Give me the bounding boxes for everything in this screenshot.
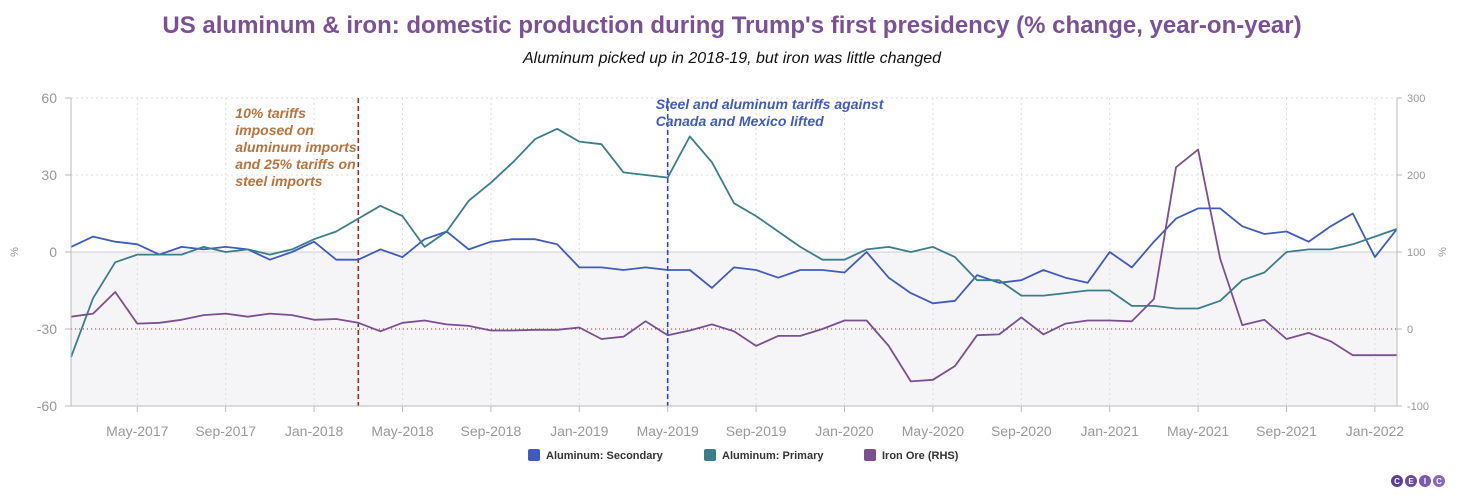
series-lines bbox=[70, 127, 1398, 383]
x-axis: May-2017 Sep-2017 Jan-2018 May-2018 Sep-2018… bbox=[106, 406, 1404, 439]
x-tick-label: Sep-2017 bbox=[195, 423, 256, 439]
y-axis-right-label: % bbox=[1437, 247, 1449, 257]
y-axis-right: -100 0 100 200 300 bbox=[1396, 93, 1429, 413]
y-axis-left: -60 -30 0 30 60 bbox=[37, 90, 72, 414]
series-line-1 bbox=[70, 207, 1398, 305]
y-tick-label-left: -60 bbox=[37, 398, 57, 414]
x-tick-label: Sep-2018 bbox=[461, 423, 522, 439]
annotation-text-1: imposed on bbox=[235, 122, 314, 138]
series-line-2 bbox=[70, 127, 1398, 358]
annotation-text-1: aluminum imports bbox=[235, 139, 357, 155]
x-tick-label: May-2019 bbox=[637, 423, 699, 439]
annotation-text-1: 10% tariffs bbox=[235, 105, 306, 121]
x-tick-label: Jan-2021 bbox=[1081, 423, 1140, 439]
svg-text:E: E bbox=[1408, 477, 1414, 486]
x-tick-label: May-2018 bbox=[371, 423, 433, 439]
svg-text:I: I bbox=[1424, 477, 1426, 486]
y-tick-label-left: 0 bbox=[49, 244, 57, 260]
legend-swatch-2 bbox=[704, 449, 716, 461]
series-line-3 bbox=[70, 148, 1397, 383]
y-axis-left-label: % bbox=[9, 247, 21, 257]
chart-subtitle: Aluminum picked up in 2018-19, but iron … bbox=[522, 50, 942, 67]
y-tick-label-right: 100 bbox=[1407, 247, 1425, 259]
y-tick-label-left: -30 bbox=[37, 321, 57, 337]
x-tick-label: May-2021 bbox=[1167, 423, 1229, 439]
x-tick-label: Jan-2019 bbox=[550, 423, 609, 439]
legend-swatch-3 bbox=[864, 449, 876, 461]
legend-swatch-1 bbox=[528, 449, 540, 461]
legend-label-3: Iron Ore (RHS) bbox=[882, 450, 959, 462]
annotation-text-2: Steel and aluminum tariffs against bbox=[656, 96, 885, 112]
legend: Aluminum: Secondary Aluminum: Primary Iron… bbox=[528, 449, 959, 462]
legend-label-2: Aluminum: Primary bbox=[722, 450, 824, 462]
x-tick-label: Jan-2020 bbox=[815, 423, 874, 439]
x-tick-label: Jan-2018 bbox=[285, 423, 344, 439]
legend-label-1: Aluminum: Secondary bbox=[546, 450, 664, 462]
y-tick-label-left: 60 bbox=[41, 90, 57, 106]
svg-text:C: C bbox=[1394, 477, 1400, 486]
y-tick-label-right: 300 bbox=[1407, 93, 1425, 105]
y-tick-label-right: 0 bbox=[1407, 324, 1413, 336]
x-tick-label: Sep-2019 bbox=[726, 423, 787, 439]
x-tick-label: Sep-2021 bbox=[1256, 423, 1317, 439]
annotation-text-2: Canada and Mexico lifted bbox=[656, 113, 824, 129]
x-tick-label: May-2020 bbox=[902, 423, 964, 439]
svg-text:C: C bbox=[1436, 477, 1442, 486]
ceic-logo: C E I C bbox=[1391, 475, 1445, 487]
y-tick-label-left: 30 bbox=[41, 167, 57, 183]
annotation-text-1: steel imports bbox=[235, 173, 322, 189]
y-tick-label-right: 200 bbox=[1407, 170, 1425, 182]
x-tick-label: Sep-2020 bbox=[991, 423, 1052, 439]
chart-title: US aluminum & iron: domestic production … bbox=[162, 12, 1302, 39]
x-tick-label: May-2017 bbox=[106, 423, 168, 439]
x-tick-label: Jan-2022 bbox=[1346, 423, 1405, 439]
y-tick-label-right: -100 bbox=[1407, 401, 1429, 413]
annotation-text-1: and 25% tariffs on bbox=[235, 156, 355, 172]
